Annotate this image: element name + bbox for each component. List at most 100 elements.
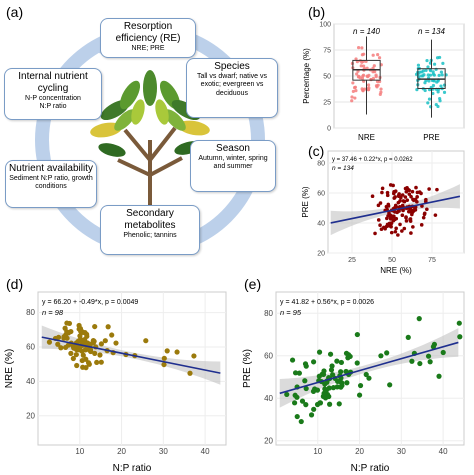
data-point	[380, 190, 384, 195]
data-point	[411, 225, 415, 229]
data-point	[382, 225, 386, 230]
data-point	[414, 72, 419, 76]
data-point	[439, 70, 444, 74]
data-point	[357, 74, 361, 79]
data-point	[428, 68, 433, 73]
data-point	[61, 334, 67, 340]
data-point	[376, 53, 380, 57]
data-point	[405, 334, 411, 340]
data-point	[401, 199, 406, 203]
data-point	[398, 199, 402, 203]
internal-title: Internal nutrient cycling	[18, 71, 88, 94]
equation-label: y = 66.20 + -0.49*x, p = 0.0049	[42, 299, 138, 306]
data-point	[330, 372, 336, 378]
n-label: n = 98	[42, 308, 64, 317]
y-tick-label: 25	[323, 100, 331, 107]
data-point	[314, 401, 321, 408]
data-point	[303, 363, 309, 369]
data-point	[436, 90, 440, 94]
data-point	[161, 361, 167, 368]
n-label: n = 134	[418, 27, 445, 36]
data-point	[363, 87, 367, 91]
x-tick-label: 20	[117, 447, 126, 456]
data-point	[98, 359, 104, 365]
data-point	[303, 385, 309, 392]
data-point	[438, 55, 442, 60]
data-point	[370, 194, 375, 199]
y-tick-label: 40	[264, 394, 273, 403]
x-tick-label: 30	[159, 447, 168, 456]
data-point	[360, 53, 364, 57]
data-point	[86, 361, 92, 367]
data-point	[377, 56, 382, 60]
y-tick-label: 60	[26, 343, 35, 352]
data-point	[311, 359, 317, 365]
data-point	[432, 62, 437, 66]
data-point	[384, 350, 390, 356]
data-point	[415, 200, 419, 204]
data-point	[73, 351, 79, 358]
data-point	[422, 73, 426, 77]
data-point	[164, 348, 170, 354]
data-point	[98, 341, 105, 347]
data-point	[380, 186, 385, 191]
data-point	[427, 359, 433, 365]
data-point	[70, 355, 76, 362]
data-point	[378, 223, 382, 227]
data-point	[373, 70, 377, 74]
data-point	[427, 187, 431, 191]
data-point	[422, 212, 427, 217]
data-point	[389, 221, 394, 225]
panel-label-d: (d)	[6, 276, 24, 292]
data-point	[378, 353, 384, 359]
data-point	[431, 83, 436, 88]
nutrient-box: Nutrient availability Sediment N:P ratio…	[5, 160, 97, 208]
data-point	[308, 412, 315, 418]
data-point	[378, 92, 382, 96]
data-point	[436, 79, 440, 83]
data-point	[427, 79, 431, 83]
data-point	[431, 341, 438, 348]
data-point	[366, 83, 371, 87]
x-tick-label: 40	[201, 447, 210, 456]
internal-box: Internal nutrient cycling N-P concentrat…	[4, 68, 102, 120]
data-point	[424, 68, 428, 73]
data-point	[369, 78, 373, 82]
data-point	[385, 190, 390, 195]
data-point	[350, 95, 354, 99]
y-tick-label: 40	[26, 377, 35, 386]
re-sub: NRE; PRE	[131, 45, 165, 52]
x-tick-label: 50	[388, 257, 396, 264]
chart-b-boxplot: 0 25 50 75 100 Percentage (%) n = 140 NRE n = 13…	[302, 22, 465, 142]
x-axis-label: N:P ratio	[351, 463, 390, 474]
data-point	[366, 375, 372, 381]
y-tick-label: 80	[26, 308, 35, 317]
data-point	[405, 186, 409, 190]
data-point	[299, 398, 306, 404]
data-point	[376, 203, 381, 208]
data-point	[84, 333, 90, 339]
chart-c-scatter: 20 40 60 80 25 50 75 NRE (%) PRE (%) y = 37.46 + …	[301, 150, 465, 275]
data-point	[393, 205, 397, 210]
data-point	[88, 348, 94, 355]
data-point	[409, 358, 415, 364]
data-point	[328, 367, 335, 373]
data-point	[354, 360, 360, 366]
y-tick-label: 20	[26, 411, 35, 420]
data-point	[419, 191, 423, 196]
data-point	[359, 64, 363, 68]
y-tick-label: 100	[319, 22, 331, 29]
data-point	[421, 215, 426, 220]
data-point	[413, 206, 417, 211]
data-point	[55, 341, 61, 347]
data-point	[80, 352, 86, 358]
nutrient-sub: Sediment N:P ratio, growth conditions	[9, 175, 93, 191]
data-point	[316, 373, 322, 379]
data-point	[425, 353, 432, 359]
y-axis-label: NRE (%)	[4, 349, 15, 388]
secondary-title: Secondary metabolites	[124, 208, 176, 231]
data-point	[436, 104, 440, 109]
y-tick-label: 60	[264, 351, 273, 360]
data-point	[46, 339, 53, 345]
y-axis-label: Percentage (%)	[302, 48, 311, 104]
